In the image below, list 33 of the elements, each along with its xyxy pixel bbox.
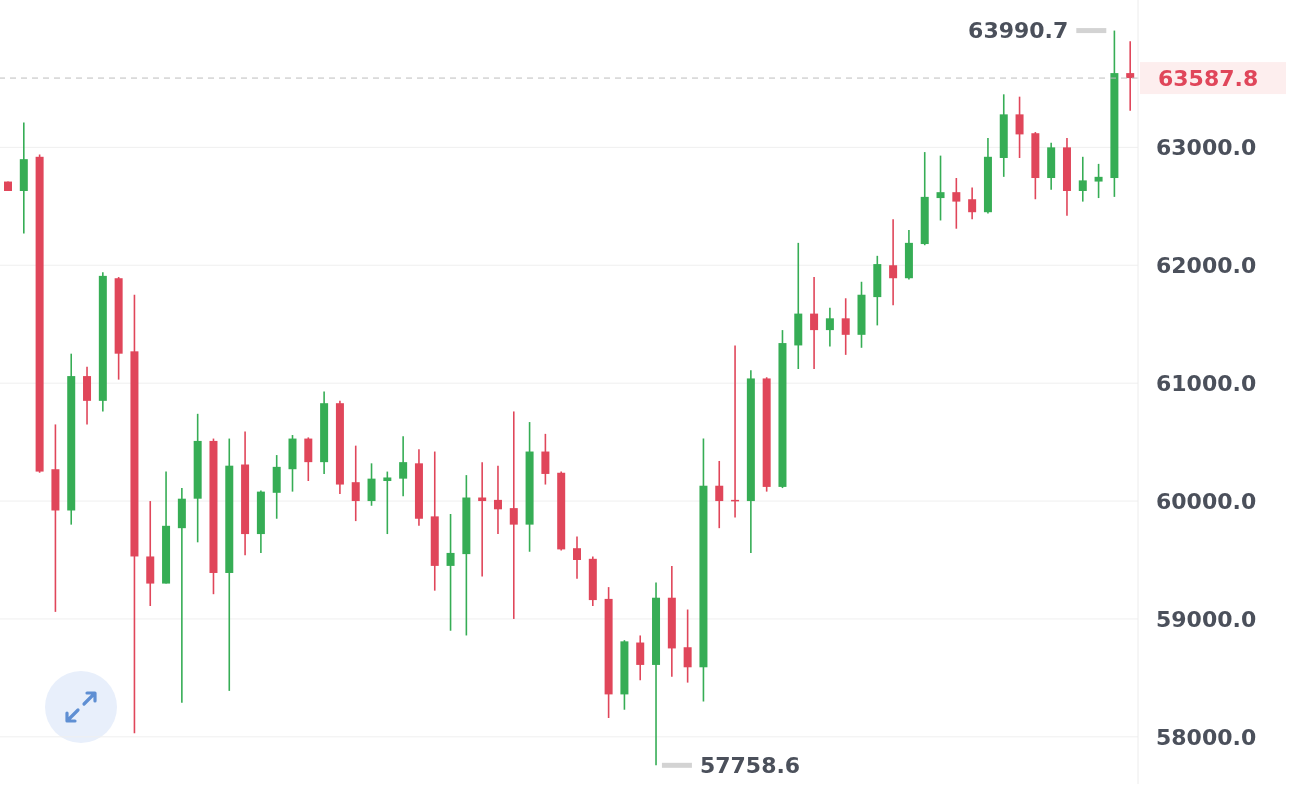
candlestick — [936, 154, 945, 222]
candlestick — [810, 276, 819, 370]
ref-line-label: 63587.8 — [1158, 65, 1259, 91]
candlestick — [952, 177, 961, 230]
candlestick — [825, 306, 834, 348]
candlestick — [841, 297, 850, 356]
annotation: 57758.6 — [699, 753, 801, 778]
y-tick-label: 58000.0 — [1156, 724, 1257, 750]
candlestick — [1094, 163, 1103, 199]
candlestick — [351, 444, 360, 522]
candlestick — [541, 433, 550, 486]
candlestick — [509, 410, 518, 620]
candlestick — [683, 608, 692, 684]
candlestick — [1078, 156, 1087, 203]
y-tick-label: 59000.0 — [1156, 606, 1257, 632]
y-tick-label: 63000.0 — [1156, 135, 1257, 161]
candlestick — [715, 460, 724, 529]
candlestick — [968, 186, 977, 221]
candlestick — [1015, 95, 1024, 159]
candlestick — [399, 435, 408, 498]
annotation: 63990.7 — [968, 18, 1069, 44]
y-tick-label: 62000.0 — [1156, 253, 1257, 279]
candlestick — [573, 535, 581, 580]
candlestick — [367, 462, 376, 507]
y-tick-label: 61000.0 — [1156, 370, 1257, 396]
candlestick — [383, 470, 392, 535]
candlestick — [446, 513, 455, 632]
candlestick — [636, 634, 645, 682]
candlestick — [493, 464, 502, 535]
candlestick — [889, 218, 898, 307]
candlestick — [1126, 40, 1135, 112]
candlestick — [304, 436, 313, 482]
y-tick-label: 60000.0 — [1156, 488, 1257, 514]
